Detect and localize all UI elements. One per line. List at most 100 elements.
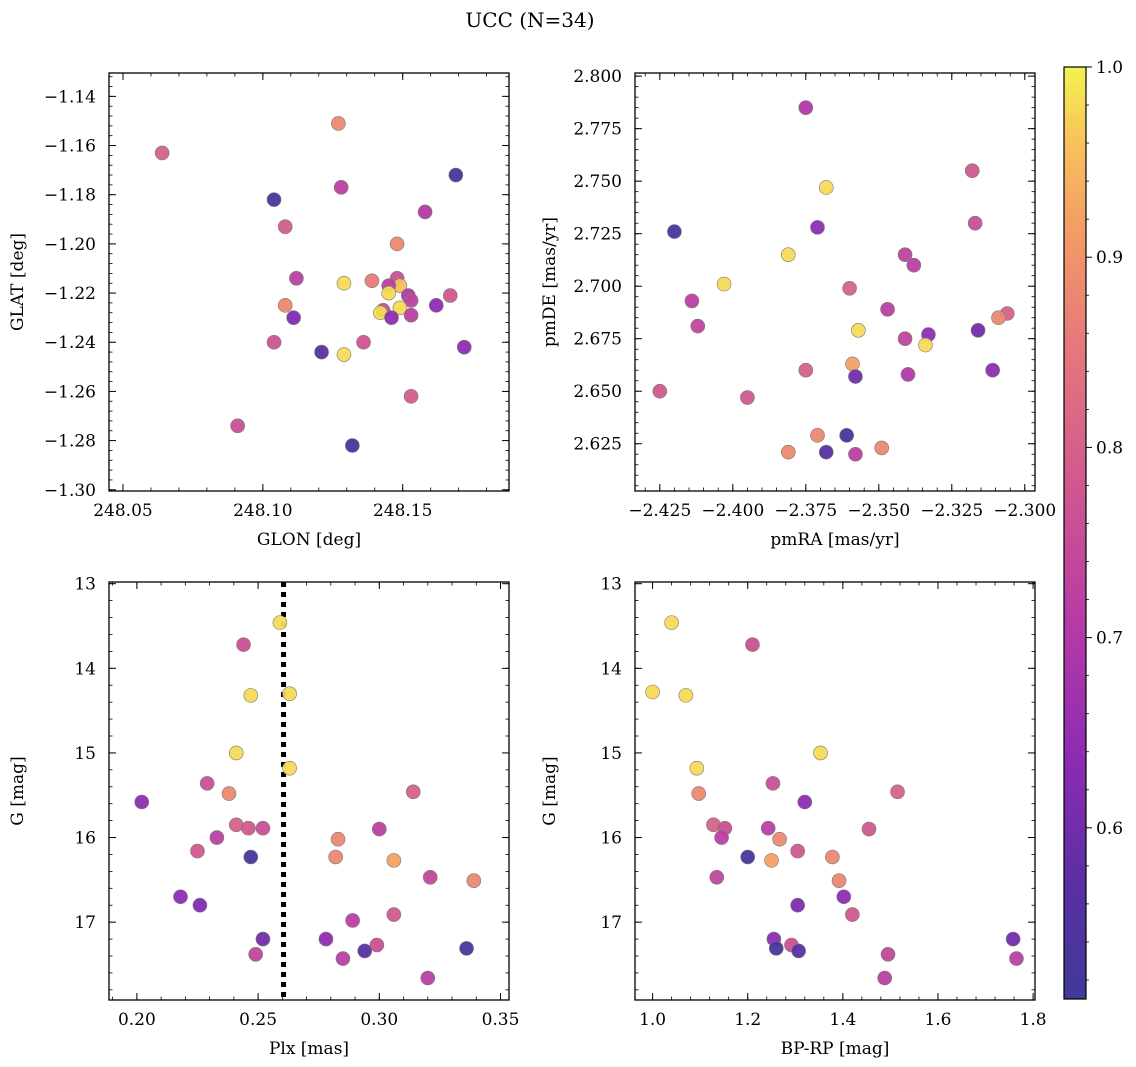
y-tick-label: −1.20 bbox=[44, 235, 96, 255]
data-point bbox=[918, 337, 933, 353]
data-point bbox=[190, 843, 205, 859]
x-tick-label: 248.05 bbox=[93, 501, 152, 521]
data-point bbox=[277, 298, 293, 313]
data-point bbox=[877, 970, 893, 986]
data-point bbox=[428, 298, 444, 313]
y-tick-label: 13 bbox=[600, 575, 622, 595]
data-point bbox=[420, 970, 436, 986]
data-point bbox=[985, 362, 1000, 378]
y-tick-label: −1.28 bbox=[44, 432, 96, 452]
data-point bbox=[689, 760, 705, 776]
data-point bbox=[818, 444, 834, 460]
y-tick-label: 2.750 bbox=[573, 172, 622, 192]
data-point bbox=[228, 817, 244, 833]
data-point bbox=[880, 947, 896, 962]
data-point bbox=[740, 849, 756, 865]
y-tick-label: 15 bbox=[74, 744, 96, 764]
data-point bbox=[745, 637, 760, 652]
data-point bbox=[289, 271, 304, 286]
data-point bbox=[825, 849, 840, 865]
colorbar-tick-label: 1.0 bbox=[1096, 58, 1123, 78]
data-point bbox=[209, 830, 225, 845]
data-point bbox=[790, 897, 805, 913]
data-point bbox=[357, 943, 373, 959]
y-tick-label: 2.775 bbox=[573, 120, 622, 140]
data-point bbox=[791, 943, 806, 959]
data-point bbox=[831, 873, 847, 888]
data-point bbox=[765, 776, 781, 791]
data-point bbox=[845, 356, 860, 372]
data-point bbox=[199, 776, 215, 791]
data-point bbox=[372, 821, 387, 837]
data-point bbox=[768, 941, 784, 956]
data-point bbox=[369, 937, 385, 953]
data-point bbox=[664, 615, 679, 630]
y-tick-label: 2.675 bbox=[573, 330, 622, 350]
data-point bbox=[417, 204, 433, 220]
colorbar: 0.6 0.7 0.8 0.9 1.0 bbox=[1063, 58, 1123, 1000]
data-point bbox=[230, 418, 245, 434]
data-point bbox=[221, 786, 237, 801]
data-point bbox=[810, 220, 825, 235]
scatter-panel-4: 1.0 1.2 1.4 1.6 1.8 13 14 15 16 17 BP-RP [mag] G [m… bbox=[540, 575, 1047, 1059]
data-point bbox=[967, 215, 983, 231]
data-point bbox=[1009, 951, 1024, 966]
data-point bbox=[667, 224, 682, 239]
data-point bbox=[964, 163, 980, 178]
data-point bbox=[243, 849, 259, 865]
data-point bbox=[248, 947, 263, 962]
data-point bbox=[330, 831, 346, 847]
x-tick-label: −2.400 bbox=[701, 501, 764, 521]
x-axis-label: pmRA [mas/yr] bbox=[770, 530, 899, 550]
y-tick-label: −1.22 bbox=[44, 284, 96, 304]
x-tick-label: 1.2 bbox=[734, 1010, 761, 1030]
colorbar-tick-label: 0.8 bbox=[1096, 438, 1123, 458]
data-point bbox=[684, 293, 700, 309]
y-tick-label: 15 bbox=[600, 744, 622, 764]
y-tick-label: −1.26 bbox=[44, 382, 96, 402]
data-point bbox=[836, 889, 852, 905]
scatter-panel-3: 0.20 0.25 0.30 0.35 13 14 15 16 17 Plx [mas] G [ma… bbox=[8, 575, 519, 1059]
y-tick-label: −1.14 bbox=[44, 87, 96, 107]
y-tick-label: 16 bbox=[600, 829, 622, 849]
data-point bbox=[845, 907, 860, 922]
data-point bbox=[1005, 931, 1021, 947]
x-tick-label: −2.300 bbox=[993, 501, 1056, 521]
data-point bbox=[897, 331, 913, 347]
data-point bbox=[798, 362, 814, 378]
data-point bbox=[690, 318, 706, 334]
data-point bbox=[405, 784, 421, 800]
data-point bbox=[813, 745, 828, 761]
data-point bbox=[691, 786, 707, 801]
x-tick-label: −2.325 bbox=[920, 501, 983, 521]
data-point bbox=[364, 273, 380, 289]
y-axis-label: G [mag] bbox=[540, 756, 560, 825]
x-tick-label: 0.35 bbox=[482, 1010, 520, 1030]
data-point bbox=[345, 913, 360, 928]
data-point bbox=[780, 247, 796, 262]
data-point bbox=[243, 688, 259, 703]
data-point bbox=[282, 686, 297, 701]
y-tick-label: 2.625 bbox=[573, 435, 622, 455]
data-point bbox=[760, 820, 776, 836]
data-point bbox=[709, 870, 725, 885]
data-point bbox=[906, 257, 922, 273]
data-point bbox=[448, 167, 464, 183]
y-tick-label: 14 bbox=[74, 659, 96, 679]
data-point bbox=[880, 302, 895, 317]
x-axis-label: BP-RP [mag] bbox=[781, 1039, 890, 1059]
data-point bbox=[386, 907, 402, 922]
x-tick-label: −2.375 bbox=[774, 501, 837, 521]
y-tick-label: 14 bbox=[600, 659, 622, 679]
data-point bbox=[403, 307, 419, 323]
data-point bbox=[678, 688, 694, 703]
data-point bbox=[764, 853, 779, 868]
data-point bbox=[861, 821, 877, 837]
x-tick-label: 1.8 bbox=[1020, 1010, 1047, 1030]
colorbar-tick-label: 0.7 bbox=[1096, 629, 1123, 649]
data-point bbox=[772, 831, 787, 847]
x-tick-label: −2.350 bbox=[847, 501, 910, 521]
data-point bbox=[716, 276, 732, 292]
y-tick-label: 17 bbox=[74, 913, 96, 933]
data-point bbox=[780, 444, 796, 460]
